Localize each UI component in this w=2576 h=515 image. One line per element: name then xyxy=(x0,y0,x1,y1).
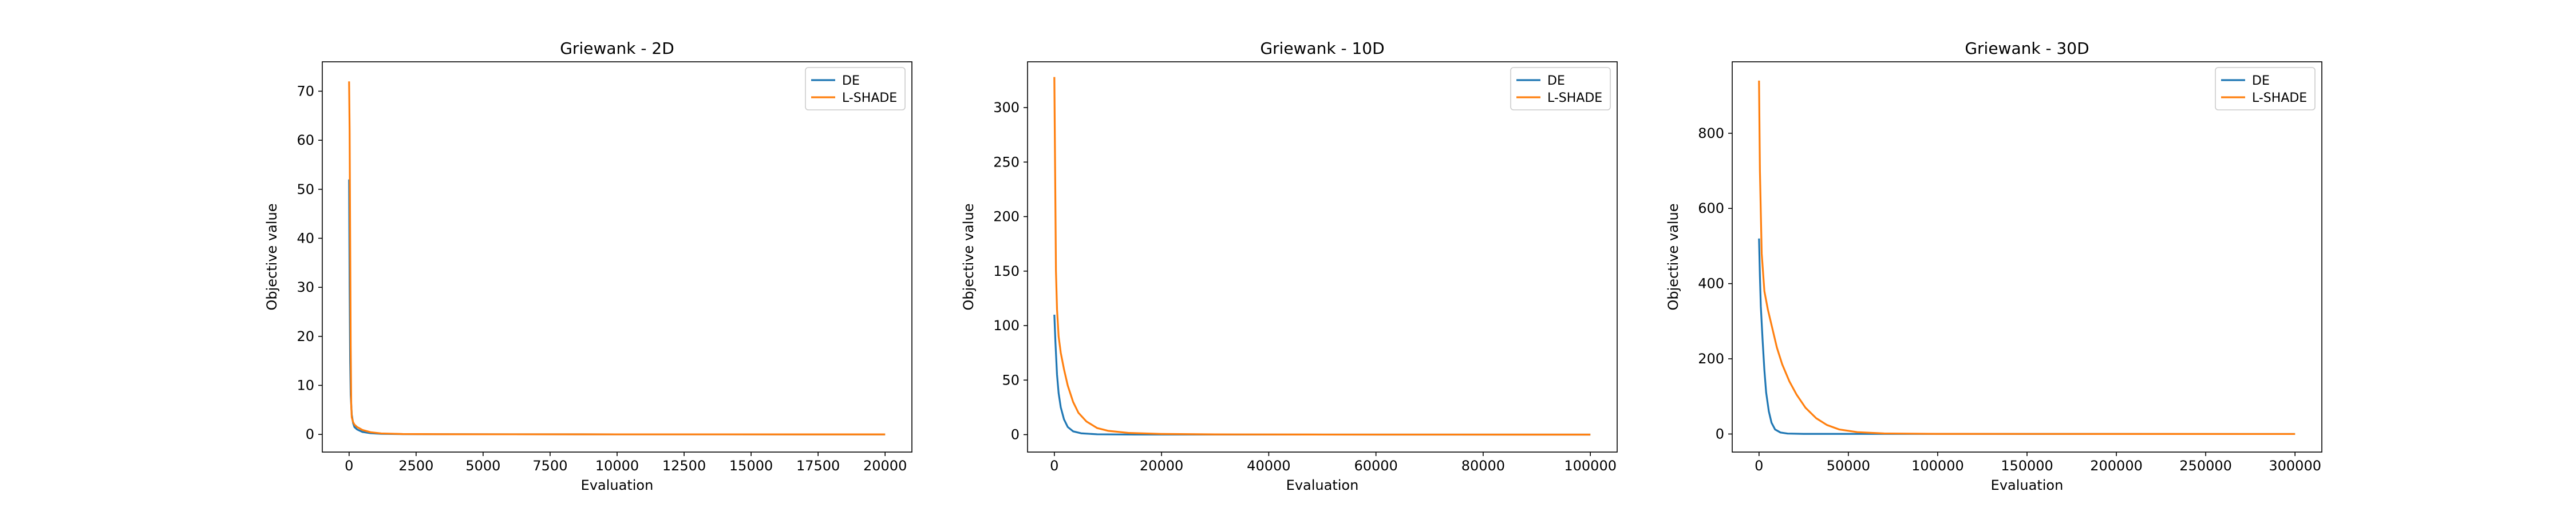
y-tick-label: 30 xyxy=(297,279,314,295)
y-tick-label: 200 xyxy=(993,209,1020,225)
series-line-l-shade xyxy=(348,81,886,435)
x-tick-label: 80000 xyxy=(1461,458,1505,474)
y-tick-label: 800 xyxy=(1698,125,1724,141)
y-tick-label: 0 xyxy=(306,426,314,442)
x-tick-label: 100000 xyxy=(1564,458,1617,474)
y-tick-label: 40 xyxy=(297,230,314,246)
y-tick-label: 70 xyxy=(297,83,314,99)
y-axis-label: Objective value xyxy=(264,204,280,311)
x-tick-label: 150000 xyxy=(2001,458,2053,474)
y-axis-label: Objective value xyxy=(961,204,977,311)
legend-label: DE xyxy=(842,74,860,88)
x-axis-label: Evaluation xyxy=(581,477,654,493)
legend-label: L-SHADE xyxy=(842,91,897,105)
y-tick-label: 250 xyxy=(993,154,1020,170)
x-tick-label: 50000 xyxy=(1827,458,1870,474)
x-tick-label: 10000 xyxy=(595,458,639,474)
x-tick-label: 20000 xyxy=(1140,458,1183,474)
x-tick-label: 2500 xyxy=(398,458,433,474)
x-tick-label: 12500 xyxy=(662,458,706,474)
chart-panel-2: 0 20000 40000 60000 80000 100000 0 50 100 150 200 2… xyxy=(961,39,1618,493)
x-tick-label: 0 xyxy=(1755,458,1763,474)
series-line-de xyxy=(348,179,886,435)
series-line-de xyxy=(1758,238,2296,435)
legend-box xyxy=(2215,67,2316,110)
chart-panel-1: 0 2500 5000 7500 10000 12500 15000 17500 20000 0 1… xyxy=(264,39,912,493)
x-tick-label: 20000 xyxy=(863,458,907,474)
y-tick-label: 50 xyxy=(297,181,314,197)
y-tick-label: 150 xyxy=(993,263,1020,279)
y-tick-label: 200 xyxy=(1698,351,1724,367)
x-tick-label: 15000 xyxy=(729,458,773,474)
axes-frame xyxy=(322,61,912,453)
y-tick-label: 60 xyxy=(297,132,314,148)
y-axis-label: Objective value xyxy=(1665,204,1681,311)
legend: DE L-SHADE xyxy=(805,67,906,110)
x-tick-label: 250000 xyxy=(2179,458,2232,474)
series-line-l-shade xyxy=(1053,77,1591,436)
y-tick-label: 10 xyxy=(297,377,314,393)
x-axis-label: Evaluation xyxy=(1991,477,2064,493)
series-line-l-shade xyxy=(1758,80,2296,435)
x-tick-label: 100000 xyxy=(1911,458,1964,474)
y-tick-label: 0 xyxy=(1716,426,1724,442)
legend-label: L-SHADE xyxy=(1547,91,1602,105)
x-tick-label: 60000 xyxy=(1354,458,1397,474)
x-tick-label: 40000 xyxy=(1247,458,1290,474)
axes-frame xyxy=(1732,61,2322,453)
x-tick-label: 17500 xyxy=(796,458,840,474)
legend-label: L-SHADE xyxy=(2252,91,2307,105)
legend-label: DE xyxy=(2252,74,2270,88)
x-tick-label: 7500 xyxy=(532,458,567,474)
x-tick-label: 300000 xyxy=(2269,458,2321,474)
legend-box xyxy=(1510,67,1611,110)
x-tick-label: 200000 xyxy=(2090,458,2143,474)
chart-title: Griewank - 10D xyxy=(1260,39,1384,58)
x-tick-label: 0 xyxy=(1050,458,1058,474)
x-axis-label: Evaluation xyxy=(1286,477,1359,493)
legend-label: DE xyxy=(1547,74,1565,88)
legend-box xyxy=(805,67,906,110)
y-tick-label: 20 xyxy=(297,328,314,344)
series-line-de xyxy=(1053,314,1591,436)
axes-frame xyxy=(1027,61,1618,453)
y-tick-label: 50 xyxy=(1002,372,1020,388)
legend: DE L-SHADE xyxy=(2215,67,2316,110)
y-tick-label: 400 xyxy=(1698,276,1724,292)
y-tick-label: 300 xyxy=(993,100,1020,116)
y-tick-label: 600 xyxy=(1698,200,1724,216)
y-tick-label: 100 xyxy=(993,318,1020,334)
chart-title: Griewank - 30D xyxy=(1965,39,2089,58)
legend: DE L-SHADE xyxy=(1510,67,1611,110)
y-tick-label: 0 xyxy=(1011,427,1020,443)
chart-panel-3: 0 50000 100000 150000 200000 250000 300000 0 200… xyxy=(1665,39,2322,493)
x-tick-label: 5000 xyxy=(465,458,500,474)
x-tick-label: 0 xyxy=(345,458,353,474)
chart-title: Griewank - 2D xyxy=(560,39,674,58)
